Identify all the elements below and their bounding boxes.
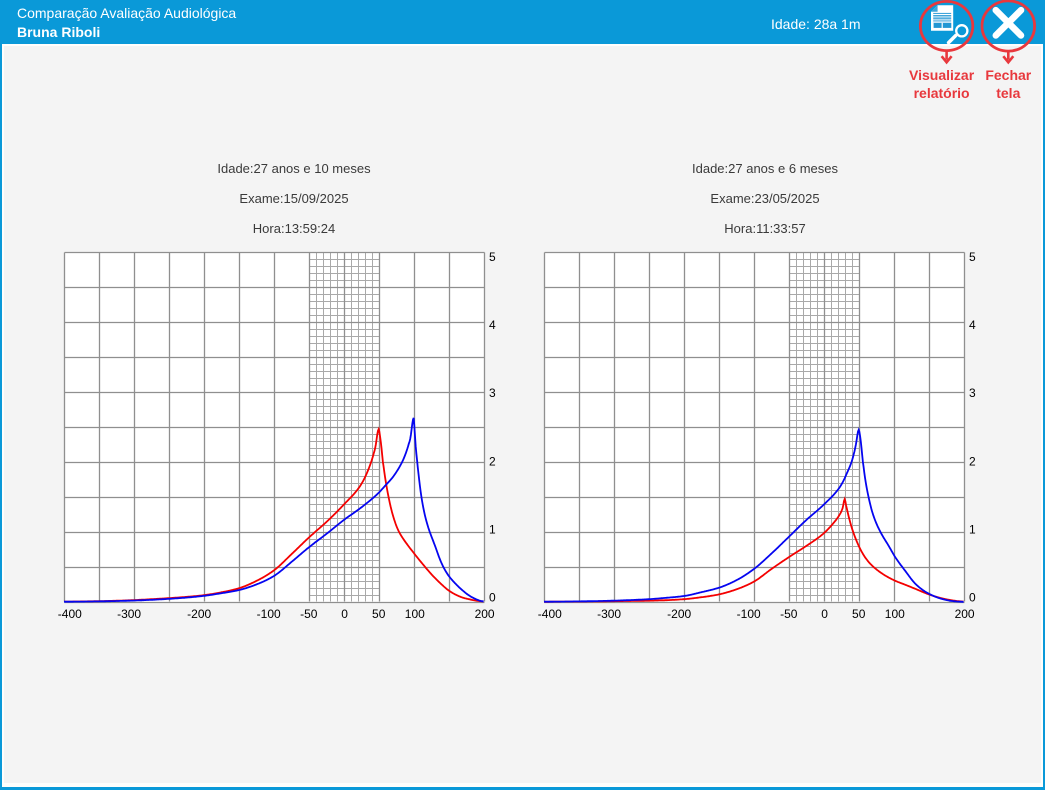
svg-text:-100: -100: [257, 607, 281, 621]
svg-text:0: 0: [341, 607, 348, 621]
svg-text:200: 200: [475, 607, 495, 621]
svg-text:5: 5: [969, 250, 976, 264]
svg-text:1: 1: [489, 523, 496, 537]
svg-text:-100: -100: [737, 607, 761, 621]
svg-text:1: 1: [969, 523, 976, 537]
svg-text:-200: -200: [667, 607, 691, 621]
svg-text:-50: -50: [300, 607, 318, 621]
svg-text:2: 2: [489, 454, 496, 468]
svg-text:100: 100: [885, 607, 905, 621]
svg-text:-50: -50: [780, 607, 798, 621]
svg-text:-400: -400: [538, 607, 562, 621]
svg-text:100: 100: [405, 607, 425, 621]
svg-text:2: 2: [969, 454, 976, 468]
svg-text:0: 0: [969, 591, 976, 605]
svg-text:0: 0: [821, 607, 828, 621]
svg-text:50: 50: [372, 607, 386, 621]
svg-text:4: 4: [969, 318, 976, 332]
svg-text:3: 3: [969, 386, 976, 400]
svg-text:200: 200: [955, 607, 975, 621]
svg-text:3: 3: [489, 386, 496, 400]
svg-text:0: 0: [489, 591, 496, 605]
svg-text:4: 4: [489, 318, 496, 332]
svg-text:-200: -200: [187, 607, 211, 621]
svg-text:-300: -300: [117, 607, 141, 621]
svg-text:-300: -300: [597, 607, 621, 621]
svg-text:-400: -400: [58, 607, 82, 621]
svg-text:5: 5: [489, 250, 496, 264]
svg-text:50: 50: [852, 607, 866, 621]
